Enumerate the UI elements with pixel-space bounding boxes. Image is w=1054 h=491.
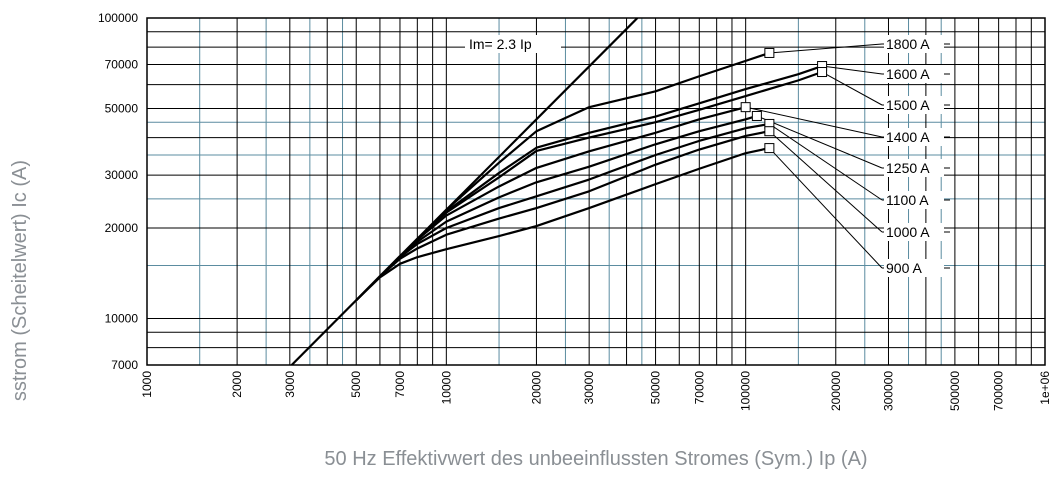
leader-line (756, 115, 883, 169)
x-tick-label: 1e+06 (1038, 371, 1052, 405)
y-tick-label: 7000 (111, 358, 138, 372)
series-label: 1400 A (886, 129, 930, 145)
plot-area (290, 18, 823, 365)
curve (355, 114, 758, 301)
annotation-bg (465, 35, 561, 53)
curve (290, 18, 639, 365)
x-tick-label: 2000 (230, 371, 244, 398)
curve (355, 122, 770, 301)
leader-line (745, 106, 883, 138)
y-tick-label: 10000 (105, 311, 139, 325)
y-axis-title: sstrom (Scheitelwert) Ic (A) (9, 160, 31, 401)
end-marker (764, 143, 775, 154)
y-tick-label: 30000 (105, 168, 139, 182)
series-label: 1800 A (886, 36, 930, 52)
x-tick-label: 700000 (992, 371, 1006, 411)
x-tick-label: 50000 (649, 371, 663, 405)
series-label: 1500 A (886, 97, 930, 113)
x-tick-label: 20000 (529, 371, 543, 405)
leader-line (769, 147, 883, 269)
x-tick-label: 100000 (739, 371, 753, 411)
x-tick-label: 3000 (283, 371, 297, 398)
series-label: 1600 A (886, 66, 930, 82)
x-tick-label: 300000 (881, 371, 895, 411)
curve (355, 51, 770, 301)
x-axis-title: 50 Hz Effektivwert des unbeeinflussten S… (324, 448, 867, 470)
series-label: 1000 A (886, 224, 930, 240)
y-tick-label: 50000 (105, 101, 139, 115)
end-marker (817, 67, 828, 78)
end-marker (740, 102, 751, 113)
leader-line (769, 130, 883, 233)
series-label: 1250 A (886, 160, 930, 176)
leader-line (821, 71, 883, 106)
x-tick-label: 5000 (349, 371, 363, 398)
y-tick-label: 70000 (105, 58, 139, 72)
x-tick-label: 70000 (692, 371, 706, 405)
leader-line (769, 123, 883, 201)
label-bg (884, 35, 944, 53)
label-bg (884, 223, 944, 241)
y-tick-label: 20000 (105, 221, 139, 235)
x-tick-label: 200000 (829, 371, 843, 411)
y-tick-label: 100000 (98, 11, 138, 25)
label-bg (884, 159, 944, 177)
annotation: Im= 2.3 Ip (469, 36, 532, 52)
series-label: 900 A (886, 260, 922, 276)
curve (355, 130, 770, 301)
label-bg (884, 96, 944, 114)
leader-line (769, 43, 883, 54)
label-bg (884, 259, 944, 277)
leader-line (822, 65, 883, 75)
x-tick-label: 7000 (393, 371, 407, 398)
curve (355, 147, 770, 302)
label-bg (884, 128, 944, 146)
series-label: 1100 A (886, 192, 929, 208)
end-marker (764, 47, 775, 58)
x-tick-label: 500000 (948, 371, 962, 411)
x-tick-label: 30000 (582, 371, 596, 405)
plot-frame (146, 17, 1046, 366)
label-bg (884, 191, 944, 209)
end-marker (751, 110, 762, 121)
x-tick-label: 1000 (140, 371, 154, 398)
x-tick-label: 10000 (439, 371, 453, 405)
end-marker (764, 126, 775, 137)
label-bg (884, 65, 944, 83)
